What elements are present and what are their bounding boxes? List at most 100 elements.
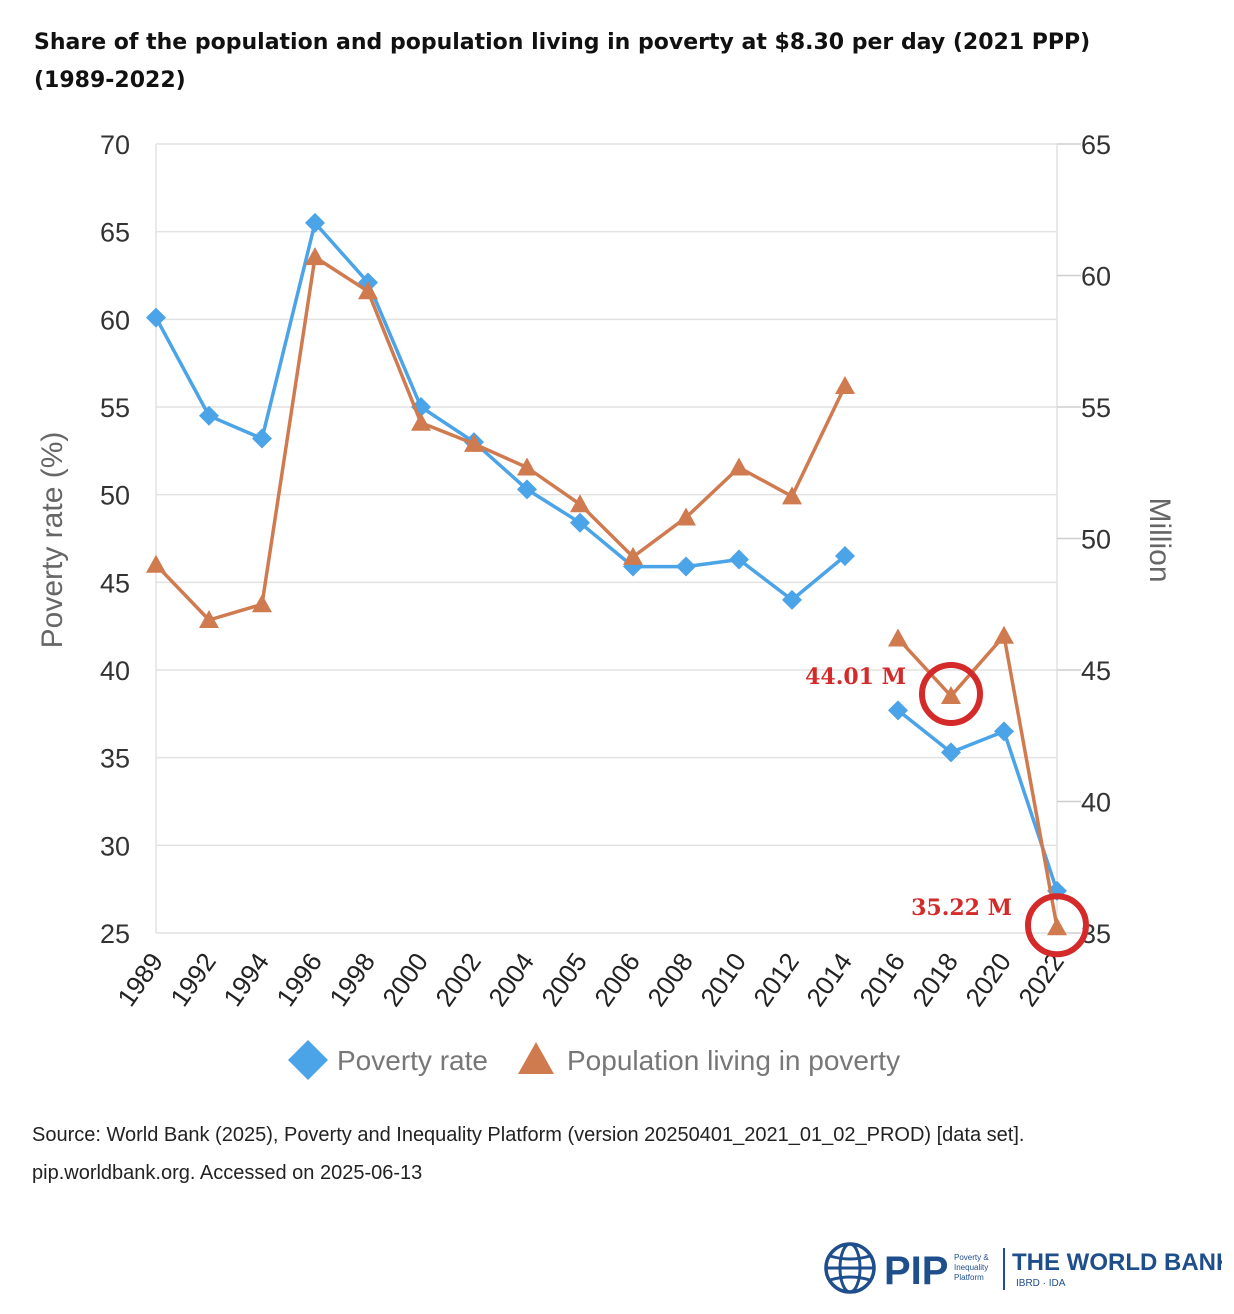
y2-tick-label: 45 [1081,656,1111,686]
population-point-1989 [146,554,166,573]
pip-sub-3: Platform [954,1273,984,1282]
poverty-rate-point-1996 [305,212,325,233]
chart-title-line1: Share of the population and population l… [34,30,1091,55]
x-tick-label: 2004 [482,947,540,1012]
annotation-circle-2018 [919,662,983,727]
x-tick-label: 1998 [323,947,381,1012]
legend: Poverty rate Population living in povert… [288,1040,900,1080]
worldbank-sub-text: IBRD · IDA [1016,1278,1066,1289]
annotation-label-2018: 44.01 M [805,664,906,690]
right-axis-label: Million [1143,497,1176,582]
pip-worldbank-logo: PIP Poverty & Inequality Platform THE WO… [824,1242,1222,1294]
y-tick-label: 30 [100,831,130,861]
x-tick-label: 2002 [429,947,487,1012]
y-tick-label: 65 [100,218,130,248]
x-tick-label: 2005 [535,947,593,1012]
y-tick-label: 35 [100,744,130,774]
population-point-2004 [517,457,537,476]
population-point-2000 [411,412,431,431]
population-point-2012 [782,486,802,505]
x-axis-ticks: 1989199219941996199820002002200420052006… [111,947,1070,1012]
x-tick-label: 1994 [217,947,275,1012]
pip-sub-2: Inequality [954,1263,988,1272]
population-point-2020 [994,625,1014,644]
annotation-label-2022: 35.22 M [911,895,1012,921]
poverty-rate-point-2010 [729,549,749,570]
annotations: 44.01 M 35.22 M [805,662,1089,958]
legend-triangle-marker [518,1042,554,1074]
left-axis-ticks: 25 30 35 40 45 50 55 60 65 70 [100,130,130,949]
y-tick-label: 55 [100,393,130,423]
legend-item-poverty-rate[interactable]: Poverty rate [288,1040,488,1080]
population-point-1994 [252,594,272,613]
series-line-0 [154,221,1059,892]
legend-diamond-marker [288,1040,328,1080]
poverty-rate-point-2012 [782,589,802,610]
y-tick-label: 60 [100,305,130,335]
population-point-2016 [888,628,908,647]
source-line2[interactable]: pip.worldbank.org. Accessed on 2025-06-1… [32,1162,423,1184]
poverty-rate-point-2018 [941,742,961,763]
legend-label-population: Population living in poverty [567,1045,900,1076]
x-tick-label: 2010 [694,947,752,1012]
x-tick-label: 1989 [111,947,169,1012]
x-tick-label: 2020 [959,947,1017,1012]
poverty-rate-point-1994 [252,428,272,449]
x-tick-label: 2012 [747,947,805,1012]
chart-title: Share of the population and population l… [34,24,1184,100]
legend-label-poverty-rate: Poverty rate [337,1045,488,1076]
y-tick-label: 40 [100,656,130,686]
left-axis-label: Poverty rate (%) [36,432,69,649]
poverty-rate-point-2008 [676,556,696,577]
x-tick-label: 2006 [588,947,646,1012]
poverty-rate-point-2004 [517,479,537,500]
population-point-2002 [464,433,484,452]
population-point-2010 [729,457,749,476]
globe-icon [824,1242,876,1294]
x-tick-label: 1996 [270,947,328,1012]
chart-title-line2: (1989-2022) [34,68,186,93]
population-point-2005 [570,494,590,513]
y2-tick-label: 65 [1081,130,1111,160]
y2-tick-label: 50 [1081,525,1111,555]
poverty-rate-point-1992 [199,405,219,426]
population-point-2014 [835,375,855,394]
population-point-1996 [305,247,325,266]
x-tick-label: 2008 [641,947,699,1012]
y2-tick-label: 60 [1081,262,1111,292]
population-point-2018 [941,686,961,705]
poverty-rate-point-2016 [888,700,908,721]
worldbank-logo-text: THE WORLD BANK [1012,1249,1222,1276]
population-point-1998 [358,281,378,300]
poverty-rate-point-1989 [146,307,166,328]
y-tick-label: 25 [100,919,130,949]
series-group [146,212,1067,936]
grid-lines [155,143,1081,934]
x-tick-label: 2018 [906,947,964,1012]
poverty-rate-point-2014 [835,546,855,567]
y2-tick-label: 55 [1081,393,1111,423]
source-line1: Source: World Bank (2025), Poverty and I… [32,1124,1025,1146]
poverty-chart: 25 30 35 40 45 50 55 60 65 70 35 40 45 50 55 60 65 1989… [36,130,1176,1080]
y2-tick-label: 40 [1081,788,1111,818]
y-tick-label: 70 [100,130,130,160]
y-tick-label: 50 [100,481,130,511]
population-point-2022 [1047,917,1067,936]
x-tick-label: 2014 [800,947,858,1012]
series-line-1 [154,255,1059,928]
population-point-1992 [199,610,219,629]
source-note: Source: World Bank (2025), Poverty and I… [32,1116,1222,1192]
y-tick-label: 45 [100,568,130,598]
legend-item-population[interactable]: Population living in poverty [518,1042,900,1076]
population-point-2006 [623,546,643,565]
x-tick-label: 2000 [376,947,434,1012]
x-tick-label: 2016 [853,947,911,1012]
population-point-2008 [676,507,696,526]
poverty-rate-point-2020 [994,721,1014,742]
poverty-rate-point-2005 [570,512,590,533]
pip-sub-1: Poverty & [954,1253,989,1262]
annotation-circle-2022 [1025,893,1089,958]
pip-logo-text: PIP [884,1249,948,1293]
x-tick-label: 1992 [164,947,222,1012]
